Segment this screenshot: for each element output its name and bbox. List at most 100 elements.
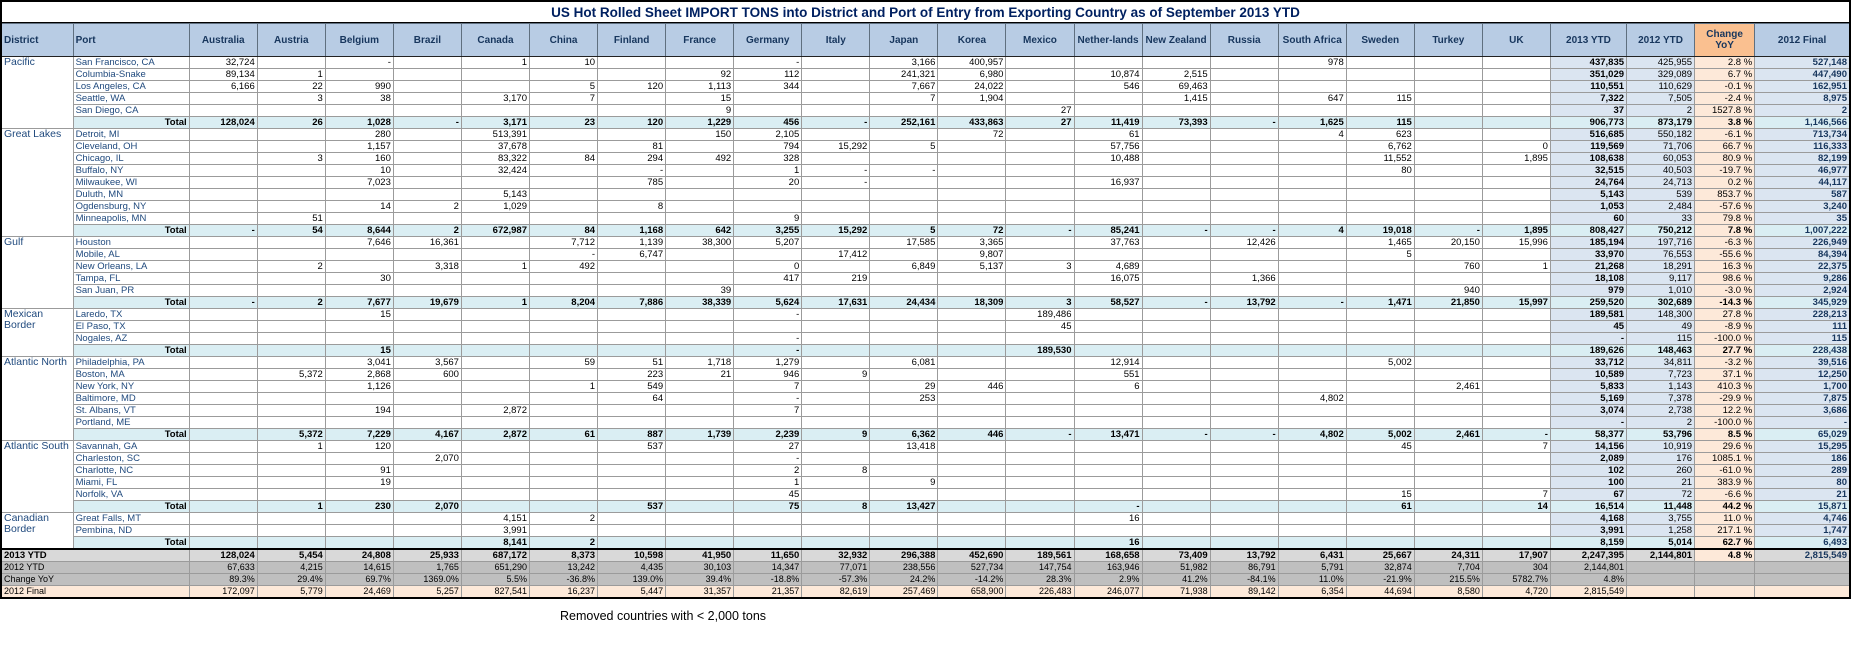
value-cell <box>188 332 258 345</box>
value-cell: 147,754 <box>1005 561 1075 574</box>
value-cell <box>1481 104 1551 117</box>
value-cell <box>1141 176 1211 189</box>
value-cell: 39.4% <box>665 573 735 586</box>
value-cell <box>937 344 1007 357</box>
value-cell <box>188 356 258 369</box>
value-cell <box>665 344 735 357</box>
port-row: Canadian Border Great Falls, MT 4,151 2 16 4,… <box>0 512 1851 550</box>
value-cell: 19,018 <box>1345 224 1415 237</box>
value-cell: -14.2% <box>937 573 1007 586</box>
ytd-2012-cell: 10,919 <box>1626 440 1696 453</box>
district-cell: Gulf <box>0 236 74 309</box>
value-cell: - <box>188 224 258 237</box>
value-cell: 5,454 <box>256 548 326 562</box>
value-cell <box>869 368 939 381</box>
change-yoy-cell: 37.1 % <box>1694 368 1756 381</box>
value-cell: 2,105 <box>733 128 803 141</box>
value-cell <box>1413 332 1483 345</box>
value-cell: 51 <box>597 356 667 369</box>
change-yoy-cell <box>1694 573 1756 586</box>
final-2012-cell: 2 <box>1754 104 1851 117</box>
port-cell: Miami, FL <box>72 476 190 489</box>
value-cell: 226,483 <box>1005 585 1075 599</box>
value-cell <box>1209 80 1279 93</box>
value-cell: 24,469 <box>324 585 394 599</box>
value-cell <box>528 164 599 177</box>
value-cell <box>1005 188 1075 201</box>
value-cell <box>801 416 871 429</box>
column-header-country: Russia <box>1209 23 1279 57</box>
value-cell <box>1005 200 1075 213</box>
value-cell <box>869 488 939 501</box>
value-cell <box>597 308 667 321</box>
value-cell <box>1345 188 1415 201</box>
value-cell: 456 <box>733 116 803 129</box>
value-cell <box>1005 452 1075 465</box>
value-cell <box>1141 488 1211 501</box>
value-cell: 12,426 <box>1209 236 1279 249</box>
change-yoy-cell: 11.0 % <box>1694 512 1756 525</box>
value-cell: 1 <box>460 260 531 273</box>
value-cell <box>733 416 803 429</box>
value-cell: 446 <box>937 380 1007 393</box>
value-cell <box>1413 140 1483 153</box>
value-cell <box>1481 344 1551 357</box>
value-cell: 51,982 <box>1141 561 1211 574</box>
port-row: Pembina, ND 3,991 3,991 1,258 217.1 % 1,747 <box>1 524 1851 537</box>
value-cell: 7 <box>1481 440 1551 453</box>
ytd-2013-cell: 37 <box>1549 104 1628 117</box>
value-cell: 0 <box>1481 140 1551 153</box>
value-cell <box>324 320 394 333</box>
value-cell <box>597 188 667 201</box>
port-row: Los Angeles, CA 6,166 22 990 5 120 1,113 344 7,6… <box>1 80 1851 93</box>
value-cell <box>1005 68 1075 81</box>
value-cell: 9,807 <box>937 248 1007 261</box>
value-cell: 81 <box>597 140 667 153</box>
value-cell: 5,624 <box>733 296 803 309</box>
value-cell <box>1073 200 1143 213</box>
value-cell: 75 <box>733 500 803 513</box>
district-total-row: Total -54 8,644 2 672,987 84 1,168 642 3,255 15,2… <box>1 224 1851 237</box>
ytd-2012-cell: 1,258 <box>1626 524 1696 537</box>
value-cell <box>1277 68 1347 81</box>
value-cell <box>256 404 326 417</box>
column-header-country: Canada <box>460 23 531 57</box>
value-cell: 57,756 <box>1073 140 1143 153</box>
value-cell <box>1073 452 1143 465</box>
port-cell: Los Angeles, CA <box>72 80 190 93</box>
ytd-2013-cell: 437,835 <box>1549 56 1628 69</box>
value-cell: 794 <box>733 140 803 153</box>
value-cell <box>1141 344 1211 357</box>
value-cell <box>528 344 599 357</box>
value-cell <box>937 524 1007 537</box>
value-cell: 417 <box>733 272 803 285</box>
port-cell: Philadelphia, PA <box>72 356 190 369</box>
value-cell <box>665 200 735 213</box>
value-cell <box>188 368 258 381</box>
port-cell: Houston <box>72 236 190 249</box>
value-cell <box>801 152 871 165</box>
value-cell: 11,650 <box>733 548 803 562</box>
final-2012-cell: 447,490 <box>1754 68 1851 81</box>
port-row: Charleston, SC 2,070 - 2,089 176 1085.1 % 186 <box>1 452 1851 465</box>
change-yoy-cell: 1527.8 % <box>1694 104 1756 117</box>
column-header-country: China <box>528 23 599 57</box>
ytd-2013-cell: 58,377 <box>1549 428 1628 441</box>
value-cell: 1,415 <box>1141 92 1211 105</box>
value-cell: 24.2% <box>869 573 939 586</box>
value-cell <box>528 68 599 81</box>
value-cell <box>1141 332 1211 345</box>
value-cell <box>665 320 735 333</box>
value-cell: 4,802 <box>1277 428 1347 441</box>
value-cell <box>801 68 871 81</box>
value-cell <box>460 344 531 357</box>
value-cell: 45 <box>1005 320 1075 333</box>
value-cell: 7,023 <box>324 176 394 189</box>
value-cell: 28.3% <box>1005 573 1075 586</box>
table-body: Pacific San Francisco, CA 32,724-1 10-3,166… <box>0 56 1851 599</box>
port-row: St. Albans, VT 194 2,872 7 3,074 2,738 12.2 % 3… <box>1 404 1851 417</box>
value-cell: 32,724 <box>188 56 258 69</box>
value-cell <box>188 140 258 153</box>
value-cell: 24,022 <box>937 80 1007 93</box>
value-cell <box>1141 260 1211 273</box>
